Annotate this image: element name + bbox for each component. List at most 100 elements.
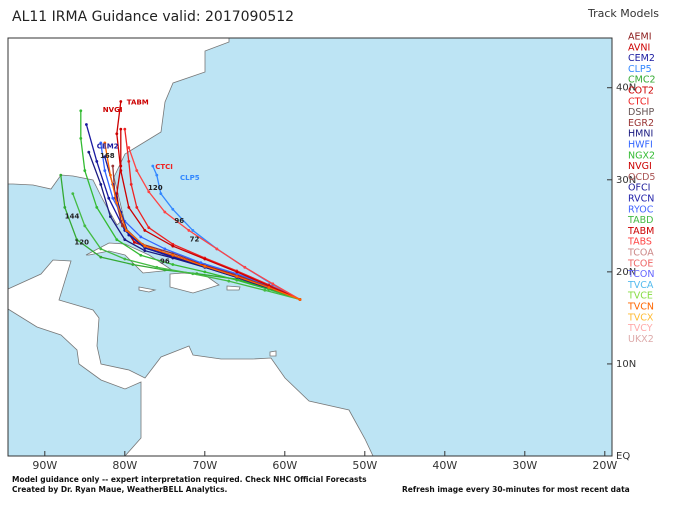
y-tick-label: 40N: [616, 83, 636, 94]
legend-entry: AEMI: [628, 32, 652, 43]
legend-entry: NVGI: [628, 161, 652, 172]
legend-entry: COT2: [628, 86, 654, 97]
legend-entry: RVCN: [628, 194, 654, 205]
track: [100, 142, 301, 301]
track-point: [135, 206, 139, 209]
track-point: [87, 150, 91, 154]
y-tick-label: 20N: [616, 267, 636, 278]
x-tick-label: 40W: [432, 459, 457, 472]
legend-entry: AVNI: [628, 42, 650, 53]
track-point: [171, 263, 175, 266]
track-point: [243, 265, 247, 269]
track-point: [115, 238, 119, 242]
track-point: [95, 159, 99, 163]
track-point: [235, 270, 239, 274]
track-point: [139, 235, 143, 239]
puerto-rico: [226, 285, 241, 291]
track-label: CLP5: [180, 174, 200, 182]
track-point: [103, 169, 107, 172]
track-label: 96: [160, 258, 170, 266]
central-south-america: [7, 259, 374, 457]
legend-entry: TCOE: [627, 258, 653, 269]
footer-right: Refresh image every 30-minutes for most …: [402, 485, 630, 494]
track-label: TABM: [127, 98, 149, 106]
x-tick-label: 70W: [192, 459, 217, 472]
track-point: [199, 261, 203, 265]
track-point: [298, 298, 302, 301]
legend-entry: NGX2: [628, 150, 655, 161]
legend-entry: CLP5: [628, 64, 652, 75]
track-point: [123, 127, 127, 131]
track-point: [125, 229, 128, 232]
track-point: [111, 164, 115, 168]
track-point: [203, 264, 207, 268]
track-point: [119, 100, 123, 103]
track-point: [115, 132, 119, 136]
footer-line: Created by Dr. Ryan Maue, WeatherBELL An…: [12, 485, 228, 494]
track-point: [75, 238, 79, 242]
track-point: [95, 206, 99, 209]
legend-entry: TVCY: [627, 323, 653, 334]
legend-entry: RYOC: [628, 204, 654, 215]
footer-line: Model guidance only -- expert interpreta…: [12, 475, 367, 484]
track-point: [109, 215, 112, 219]
track-point: [99, 255, 103, 259]
track-point: [143, 249, 147, 253]
title: AL11 IRMA Guidance valid: 2017090512: [12, 9, 294, 25]
legend-entry: HWFI: [628, 140, 653, 151]
x-tick-label: 30W: [512, 459, 537, 472]
legend-entry: DSHP: [628, 107, 654, 118]
track-point: [103, 141, 107, 145]
track-label: 96: [174, 217, 184, 225]
track-point: [131, 263, 135, 266]
track-point: [71, 192, 75, 195]
y-tick-label: 30N: [616, 175, 636, 186]
track-point: [135, 169, 139, 172]
legend-entry: CEM2: [628, 53, 655, 64]
legend-entry: TABS: [627, 237, 652, 248]
legend-entry: TABM: [627, 226, 654, 237]
x-tick-label: 50W: [352, 459, 377, 472]
trinidad: [269, 350, 277, 357]
track-point: [215, 247, 219, 251]
track-point: [271, 282, 275, 286]
track-label: CTCI: [155, 163, 173, 171]
legend-entry: HMNI: [628, 129, 653, 140]
track-point: [191, 229, 195, 232]
legend-entry: OFCI: [628, 183, 650, 194]
legend-entry: EGR2: [628, 118, 654, 129]
track: [60, 175, 301, 301]
legend-entry: CTCI: [628, 96, 649, 107]
track-point: [263, 288, 267, 292]
track-point: [235, 275, 239, 278]
legend-entry: OCD5: [628, 172, 655, 183]
track-point: [59, 173, 63, 177]
track-point: [267, 286, 271, 289]
x-tick-label: 60W: [272, 459, 297, 472]
track-point: [227, 279, 231, 283]
track-point: [83, 169, 87, 172]
legend-entry: TVCN: [627, 302, 654, 313]
track-point: [133, 240, 136, 244]
track: [116, 101, 301, 301]
track-point: [123, 257, 127, 261]
track-point: [171, 253, 175, 257]
track-point: [203, 270, 207, 274]
track-point: [127, 146, 131, 149]
track-point: [107, 196, 111, 200]
track-point: [85, 123, 88, 126]
legend-entry: TABD: [627, 215, 653, 226]
track-point: [121, 224, 124, 228]
track-point: [203, 257, 207, 261]
track-point: [139, 253, 143, 257]
track-point: [111, 196, 115, 200]
track-point: [127, 233, 131, 237]
track-point: [171, 207, 175, 211]
track-point: [187, 229, 191, 232]
track-point: [83, 224, 87, 228]
track-point: [79, 109, 83, 113]
track-point: [99, 182, 103, 186]
legend-entry: CMC2: [628, 75, 656, 86]
jamaica: [138, 286, 157, 293]
